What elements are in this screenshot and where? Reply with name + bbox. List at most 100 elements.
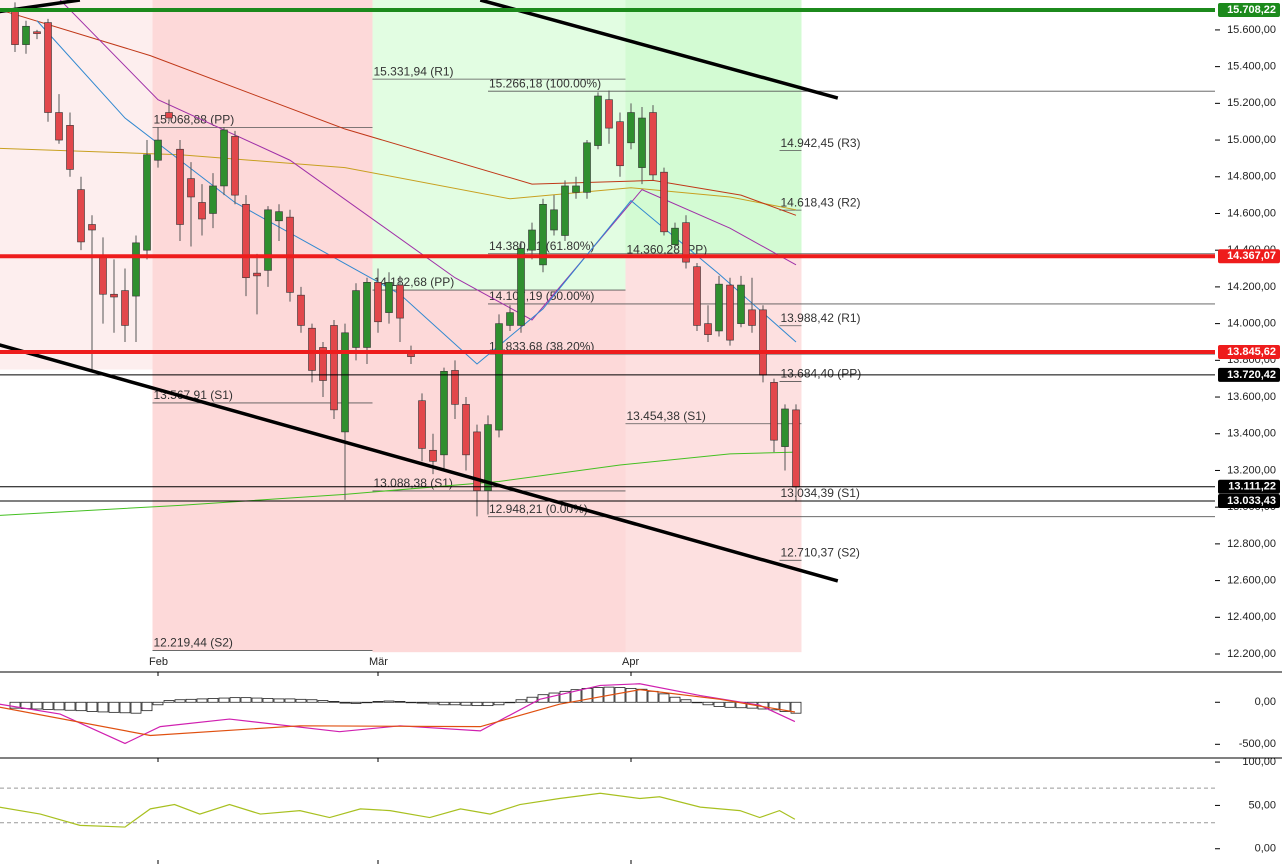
level-label: 13.567,91 (S1) — [154, 388, 233, 402]
histogram-bar — [130, 701, 142, 714]
histogram-bar — [174, 699, 186, 703]
price-marker-box — [1218, 479, 1280, 494]
histogram-bar — [31, 701, 43, 710]
histogram-bar — [75, 701, 87, 712]
candle-body — [77, 189, 85, 243]
histogram-bar — [427, 701, 439, 705]
candle-body — [275, 211, 283, 222]
histogram-bar — [790, 701, 802, 714]
candle-body — [682, 222, 690, 263]
candle-body — [143, 154, 151, 251]
candle-body — [781, 408, 789, 447]
candle-body — [55, 112, 63, 141]
candle-body — [792, 409, 800, 488]
candle-body — [473, 431, 481, 491]
level-label: 12.710,37 (S2) — [781, 546, 860, 560]
histogram-bar — [141, 701, 153, 712]
histogram-bar — [438, 701, 450, 706]
candle-body — [671, 227, 679, 245]
level-label: 13.454,38 (S1) — [627, 409, 706, 423]
candle-body — [484, 424, 492, 491]
candle-body — [726, 284, 734, 341]
candle-body — [715, 283, 723, 332]
candle-body — [121, 290, 129, 326]
histogram-bar — [317, 700, 329, 703]
histogram-bar — [713, 701, 725, 707]
candle-body — [44, 22, 52, 113]
level-label: 12.948,21 (0.00%) — [489, 502, 588, 516]
rsi-panel — [0, 787, 1215, 828]
price-marker-label: 13.845,62 — [1227, 346, 1276, 358]
level-label: 13.034,39 (S1) — [781, 486, 860, 500]
y-tick-label: 13.400,00 — [1227, 428, 1276, 440]
level-label: 15.266,18 (100.00%) — [489, 76, 601, 90]
price-marker-box — [1218, 367, 1280, 382]
level-label: 14.182,68 (PP) — [374, 275, 455, 289]
histogram-bar — [548, 692, 560, 703]
histogram-bar — [339, 701, 351, 704]
histogram-bar — [680, 699, 692, 703]
histogram-bar — [482, 701, 494, 707]
candle-body — [737, 284, 745, 324]
histogram-bar — [614, 687, 626, 703]
candle-body — [110, 293, 118, 298]
histogram-bar — [779, 701, 791, 712]
candle-body — [66, 125, 74, 170]
y-tick-label: 0,00 — [1255, 843, 1276, 855]
candle-body — [198, 202, 206, 220]
histogram-bar — [724, 701, 736, 708]
candle-body — [308, 327, 316, 371]
candle-body — [253, 272, 261, 277]
candle-body — [374, 282, 382, 323]
histogram-bar — [394, 701, 406, 703]
level-label: 15.331,94 (R1) — [374, 64, 454, 78]
candle-body — [99, 255, 107, 295]
candle-body — [385, 282, 393, 313]
candle-body — [627, 112, 635, 144]
histogram-bar — [108, 701, 120, 713]
level-label: 12.219,44 (S2) — [154, 636, 233, 650]
candle-body — [693, 266, 701, 326]
y-tick-label: 15.400,00 — [1227, 61, 1276, 73]
level-label: 14.107,19 (50.00%) — [489, 289, 594, 303]
histogram-bar — [361, 701, 373, 704]
candle-body — [88, 224, 96, 231]
histogram-bar — [64, 701, 76, 711]
candle-body — [759, 309, 767, 376]
candle-body — [429, 449, 437, 462]
candle-body — [649, 112, 657, 176]
candle-body — [11, 11, 19, 45]
candle-body — [770, 382, 778, 441]
histogram-bar — [284, 698, 296, 703]
histogram-bar — [53, 701, 65, 711]
price-marker-label: 13.033,43 — [1227, 495, 1276, 507]
candle-body — [132, 242, 140, 297]
y-tick-label: 13.600,00 — [1227, 391, 1276, 403]
candle-body — [561, 185, 569, 236]
pivot-zone — [625, 257, 802, 653]
candle-body — [165, 112, 173, 119]
histogram-bar — [504, 701, 516, 704]
candle-body — [33, 31, 41, 34]
candle-body — [352, 290, 360, 348]
macd-panel — [0, 683, 802, 745]
histogram-bar — [691, 701, 703, 704]
y-tick-label: 15.200,00 — [1227, 97, 1276, 109]
candle-body — [330, 325, 338, 411]
candle-body — [748, 309, 756, 326]
y-tick-label: 13.200,00 — [1227, 464, 1276, 476]
y-tick-label: -500,00 — [1239, 738, 1276, 750]
histogram-bar — [636, 688, 648, 703]
x-tick-label: Feb — [149, 656, 168, 668]
histogram-bar — [416, 701, 428, 704]
histogram-bar — [350, 701, 362, 704]
macd-line — [0, 683, 796, 745]
histogram-bar — [526, 696, 538, 703]
trend-line — [479, 0, 839, 100]
price-marker-label: 13.111,22 — [1228, 481, 1276, 493]
histogram-bar — [658, 693, 670, 703]
axes: 12.200,00 12.400,00 12.600,00 12.800,00 13.0… — [149, 3, 1280, 864]
candle-body — [550, 209, 558, 231]
y-tick-label: 14.000,00 — [1227, 318, 1276, 330]
candle-body — [638, 117, 646, 168]
